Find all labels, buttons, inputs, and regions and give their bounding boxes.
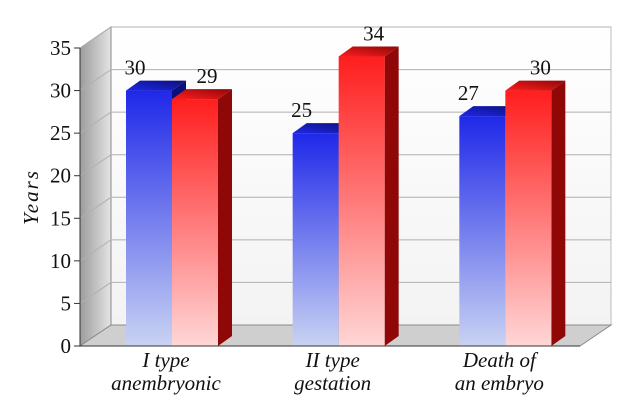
bars: [126, 46, 566, 347]
bar-top: [172, 89, 232, 100]
gridlines: [79, 26, 611, 304]
category-label-line2: anembryonic: [111, 371, 221, 395]
bar-front: [459, 116, 506, 346]
bar-side: [218, 89, 232, 346]
gridline: [79, 26, 611, 49]
data-label: 29: [197, 64, 218, 88]
category-label-line2: gestation: [294, 371, 371, 395]
gridline: [79, 196, 611, 219]
y-axis-ticks: 0 5 10 15 20 25 30 35: [50, 36, 580, 358]
gridline: [79, 154, 611, 177]
y-axis-label: Years: [19, 169, 43, 225]
y-tick-label: 10: [50, 249, 71, 273]
category-label: I type: [141, 348, 189, 372]
y-tick-label: 25: [50, 121, 71, 145]
y-tick-label: 15: [50, 206, 71, 230]
bar-front: [505, 90, 552, 346]
gridline: [79, 239, 611, 262]
bar-top: [292, 123, 353, 134]
bar-front: [126, 90, 172, 346]
category-label-line2: an embryo: [455, 371, 544, 395]
bar-side: [384, 46, 399, 347]
y-tick-label: 20: [50, 164, 71, 188]
bar: [338, 46, 399, 347]
bar-top: [126, 80, 186, 91]
bar-top: [338, 46, 399, 57]
bar-front: [172, 99, 218, 346]
data-label: 27: [458, 81, 479, 105]
category-label: Death of: [462, 348, 539, 372]
bar: [505, 80, 566, 347]
side-wall: [79, 26, 112, 347]
y-tick-label: 30: [50, 79, 71, 103]
bar: [172, 89, 232, 346]
data-label: 30: [530, 56, 551, 80]
data-labels: 30 29 25 34 27 30: [125, 22, 551, 123]
y-tick-label: 35: [50, 36, 71, 60]
bar-front: [292, 133, 339, 346]
y-tick-label: 5: [61, 291, 72, 315]
bar-side: [551, 80, 566, 347]
data-label: 30: [125, 56, 146, 80]
bar-front: [338, 56, 385, 347]
data-label: 34: [363, 22, 385, 46]
category-label: II type: [305, 348, 360, 372]
y-tick-label: 0: [61, 334, 72, 358]
gridline: [79, 111, 611, 134]
data-label: 25: [291, 98, 312, 122]
bar-top: [459, 106, 520, 117]
bar-top: [505, 80, 566, 91]
gridline: [79, 69, 611, 91]
gridline: [79, 281, 611, 304]
